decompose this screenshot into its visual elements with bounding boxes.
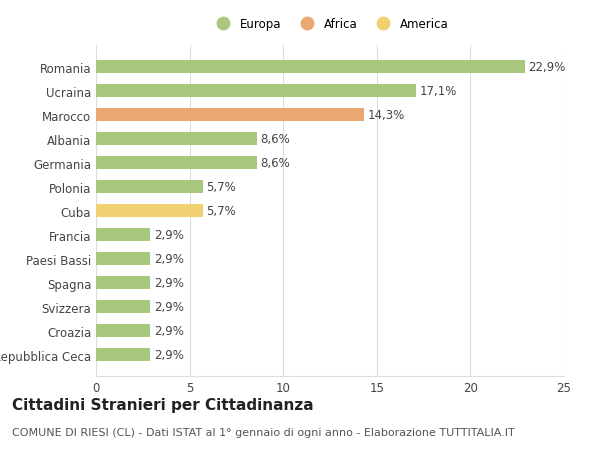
Bar: [96, 157, 257, 170]
Text: 8,6%: 8,6%: [261, 157, 290, 170]
Text: 2,9%: 2,9%: [154, 252, 184, 265]
Bar: [96, 252, 150, 266]
Text: 2,9%: 2,9%: [154, 348, 184, 361]
Text: 2,9%: 2,9%: [154, 300, 184, 313]
Bar: [96, 181, 203, 194]
Text: 17,1%: 17,1%: [420, 85, 457, 98]
Bar: [96, 133, 257, 146]
Text: 5,7%: 5,7%: [206, 205, 236, 218]
Bar: [96, 324, 150, 337]
Text: COMUNE DI RIESI (CL) - Dati ISTAT al 1° gennaio di ogni anno - Elaborazione TUTT: COMUNE DI RIESI (CL) - Dati ISTAT al 1° …: [12, 427, 515, 437]
Text: 2,9%: 2,9%: [154, 276, 184, 290]
Bar: [96, 85, 416, 98]
Text: 22,9%: 22,9%: [529, 61, 566, 74]
Bar: [96, 205, 203, 218]
Bar: [96, 229, 150, 241]
Text: 14,3%: 14,3%: [367, 109, 404, 122]
Text: 5,7%: 5,7%: [206, 181, 236, 194]
Legend: Europa, Africa, America: Europa, Africa, America: [209, 16, 451, 34]
Text: 2,9%: 2,9%: [154, 325, 184, 337]
Text: Cittadini Stranieri per Cittadinanza: Cittadini Stranieri per Cittadinanza: [12, 397, 314, 412]
Bar: [96, 61, 524, 74]
Bar: [96, 276, 150, 290]
Bar: [96, 109, 364, 122]
Text: 2,9%: 2,9%: [154, 229, 184, 241]
Bar: [96, 348, 150, 361]
Bar: [96, 300, 150, 313]
Text: 8,6%: 8,6%: [261, 133, 290, 146]
